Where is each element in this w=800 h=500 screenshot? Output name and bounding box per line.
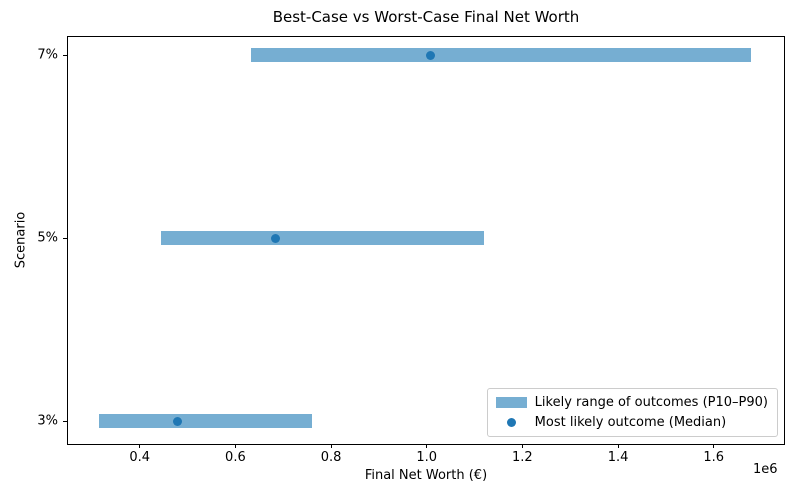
y-tick-label: 5% [37,230,58,246]
median-dot-7 [426,50,436,60]
x-tick [330,444,332,448]
range-bar-3 [99,414,312,428]
y-tick [63,54,67,56]
x-tick [521,444,523,448]
y-tick-label: 3% [37,413,58,429]
y-tick [63,420,67,422]
x-tick [713,444,715,448]
x-tick-label: 1.4 [607,450,629,465]
range-bar-7 [250,48,752,62]
legend-label-median: Most likely outcome (Median) [534,415,727,430]
legend-entry-median: Most likely outcome (Median) [496,415,768,430]
range-bar-5 [160,231,484,245]
x-tick [234,444,236,448]
x-tick-label: 0.4 [129,450,151,465]
x-tick-label: 0.8 [320,450,342,465]
x-tick [617,444,619,448]
x-tick-label: 1.6 [703,450,725,465]
axis-offset-label: 1e6 [753,462,778,477]
x-tick-label: 0.6 [225,450,246,465]
plot-area: Likely range of outcomes (P10–P90) Most … [37,36,785,465]
x-axis-label: Final Net Worth (€) [364,468,488,483]
x-tick-label: 1.0 [416,450,438,465]
y-axis-label: Scenario [13,211,29,269]
median-dot-5 [270,233,280,243]
legend-label-range: Likely range of outcomes (P10–P90) [534,395,768,410]
x-tick [426,444,428,448]
median-dot-swatch-icon [506,418,516,427]
x-tick-label: 1.2 [512,450,533,465]
legend-entry-range: Likely range of outcomes (P10–P90) [495,395,768,410]
legend: Likely range of outcomes (P10–P90) Most … [486,388,778,437]
chart-title: Best-Case vs Worst-Case Final Net Worth [272,8,580,26]
y-tick [63,237,67,239]
range-bar-swatch-icon [495,397,527,408]
median-dot-3 [172,416,182,426]
x-tick [139,444,141,448]
y-tick-label: 7% [37,47,58,63]
